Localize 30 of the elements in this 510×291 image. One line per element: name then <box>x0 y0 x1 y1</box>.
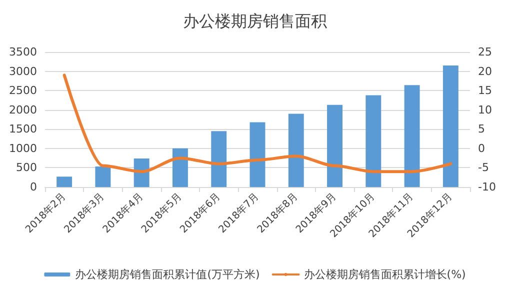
bar <box>366 95 382 187</box>
y2-tick-label: 0 <box>478 142 485 155</box>
y-tick-label: 2000 <box>9 103 37 116</box>
chart-title: 办公楼期房销售面积 <box>183 12 327 30</box>
bar <box>211 131 227 187</box>
y2-tick-label: 20 <box>478 64 492 78</box>
bar <box>56 176 72 187</box>
y-tick-label: 3500 <box>9 46 37 58</box>
y2-tick-label: 10 <box>478 103 492 116</box>
bar <box>172 148 188 187</box>
legend-label: 办公楼期房销售面积累计值(万平方米) <box>75 268 260 281</box>
y2-tick-label: -10 <box>478 180 496 194</box>
line-series <box>62 74 452 174</box>
y2-tick-label: 15 <box>478 84 492 98</box>
y2-tick-label: 5 <box>478 122 485 136</box>
bar <box>288 114 304 187</box>
y-tick-label: 0 <box>30 180 37 194</box>
bar <box>404 85 420 187</box>
y-tick-label: 1500 <box>9 122 37 136</box>
bar <box>250 122 266 187</box>
y-tick-label: 1000 <box>9 142 37 155</box>
y-tick-label: 3000 <box>9 64 37 78</box>
y-tick-label: 500 <box>16 161 37 174</box>
bar <box>442 66 458 187</box>
bar <box>95 166 111 187</box>
y2-tick-label: 25 <box>478 46 492 58</box>
legend-label: 办公楼期房销售面积累计增长(%) <box>304 268 466 281</box>
y2-tick-label: -5 <box>478 161 489 174</box>
bar <box>327 104 342 187</box>
y-tick-label: 2500 <box>9 84 37 98</box>
